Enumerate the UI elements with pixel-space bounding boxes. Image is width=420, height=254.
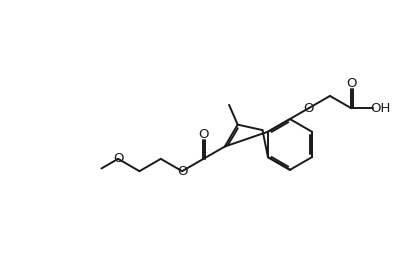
Text: O: O [113, 152, 123, 165]
Text: O: O [303, 102, 314, 115]
Text: O: O [177, 165, 187, 178]
Text: O: O [198, 128, 209, 141]
Text: O: O [346, 77, 357, 90]
Text: OH: OH [370, 102, 391, 115]
